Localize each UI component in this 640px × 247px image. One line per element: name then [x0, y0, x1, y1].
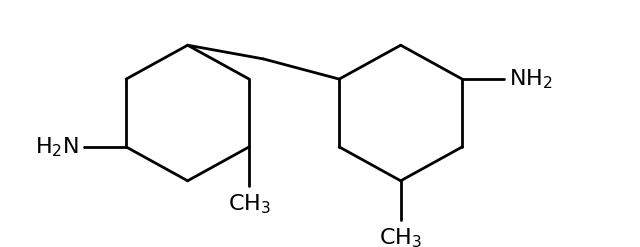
Text: $\mathrm{NH_2}$: $\mathrm{NH_2}$	[509, 67, 553, 91]
Text: $\mathrm{H_2N}$: $\mathrm{H_2N}$	[35, 135, 79, 159]
Text: $\mathrm{CH_3}$: $\mathrm{CH_3}$	[380, 226, 422, 247]
Text: $\mathrm{CH_3}$: $\mathrm{CH_3}$	[228, 192, 271, 216]
